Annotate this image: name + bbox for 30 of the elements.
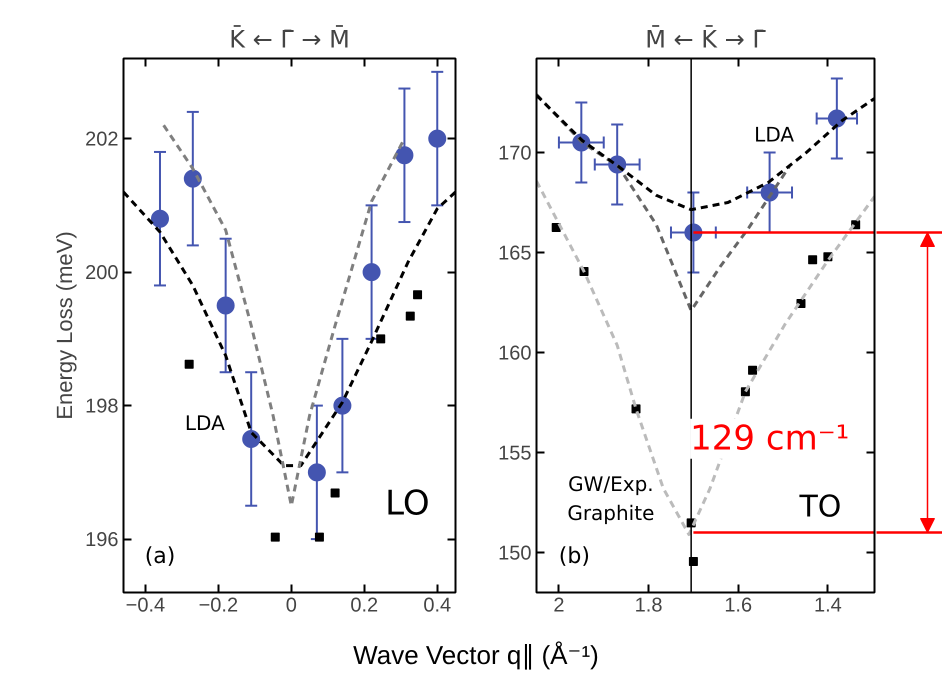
annotation: (b) bbox=[558, 544, 590, 570]
chart-title: K̄ ← Γ̄ → M̄ bbox=[229, 25, 350, 54]
x-tick-label: 2 bbox=[553, 594, 564, 616]
x-tick-label: 0.2 bbox=[350, 594, 378, 616]
y-tick-label: 200 bbox=[85, 262, 119, 284]
annotation: LDA bbox=[754, 122, 794, 146]
annotation: 129 cm⁻¹ bbox=[690, 418, 850, 459]
y-tick-label: 202 bbox=[85, 128, 119, 151]
y-tick-label: 155 bbox=[498, 442, 532, 464]
x-tick-label: 0.4 bbox=[423, 594, 452, 616]
annotation: GW/Exp. Graphite bbox=[567, 472, 654, 525]
annotation: LDA bbox=[184, 411, 226, 436]
x-tick-label: −0.2 bbox=[198, 594, 238, 616]
annotation: TO bbox=[798, 490, 842, 525]
x-tick-label: −0.4 bbox=[126, 594, 166, 616]
y-tick-label: 196 bbox=[85, 529, 119, 552]
y-axis-title: Energy Loss (meV) bbox=[52, 231, 78, 420]
annotation: LO bbox=[385, 483, 430, 524]
x-tick-label: 1.4 bbox=[814, 594, 842, 616]
annotation: (a) bbox=[144, 544, 176, 570]
chart-title: M̄ ← K̄ → Γ̄ bbox=[645, 25, 766, 54]
y-tick-label: 150 bbox=[498, 542, 532, 564]
x-tick-label: 1.6 bbox=[724, 594, 752, 616]
x-tick-label: 0 bbox=[286, 594, 297, 616]
y-tick-label: 198 bbox=[85, 396, 119, 418]
x-axis-title: Wave Vector q∥ (Å⁻¹) bbox=[353, 639, 599, 672]
y-tick-label: 170 bbox=[498, 142, 532, 164]
y-tick-label: 160 bbox=[498, 342, 532, 364]
x-tick-label: 1.8 bbox=[634, 594, 662, 616]
y-tick-label: 165 bbox=[498, 242, 532, 264]
